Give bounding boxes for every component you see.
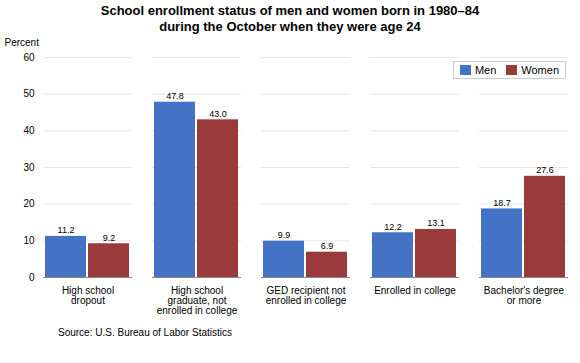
html-text:School enrollment status of me: School enrollment status of men and wome… [100, 3, 480, 34]
svg-text:11.2: 11.2 [58, 225, 75, 235]
svg-text:High schooldropout: High schooldropout [62, 285, 114, 306]
svg-text:60: 60 [23, 52, 35, 63]
svg-text:9.9: 9.9 [278, 230, 291, 240]
svg-text:40: 40 [23, 125, 35, 136]
svg-text:High schoolgraduate, notenroll: High schoolgraduate, notenrolled in coll… [157, 285, 238, 316]
svg-text:Percent: Percent [5, 37, 40, 48]
svg-text:10: 10 [23, 235, 35, 246]
svg-text:GED recipient notenrolled in c: GED recipient notenrolled in college [266, 285, 347, 306]
svg-text:50: 50 [23, 88, 35, 99]
svg-text:47.8: 47.8 [166, 91, 184, 101]
svg-text:27.6: 27.6 [536, 165, 554, 175]
svg-text:12.2: 12.2 [384, 222, 402, 232]
svg-text:18.7: 18.7 [493, 198, 511, 208]
svg-text:30: 30 [23, 162, 35, 173]
svg-text:6.9: 6.9 [321, 241, 334, 251]
svg-text:9.2: 9.2 [103, 233, 116, 243]
svg-text:0: 0 [29, 272, 35, 283]
html-text:Men: Men [474, 64, 497, 76]
svg-text:13.1: 13.1 [427, 218, 445, 228]
svg-text:Bachelor's degreeor more: Bachelor's degreeor more [484, 285, 565, 306]
svg-text:Enrolled in college: Enrolled in college [374, 285, 456, 296]
svg-text:20: 20 [23, 198, 35, 209]
svg-text:43.0: 43.0 [209, 109, 227, 119]
html-text:Source: U.S. Bureau of Labor S: Source: U.S. Bureau of Labor Statistics [58, 327, 232, 338]
html-text:Women: Women [521, 64, 559, 76]
